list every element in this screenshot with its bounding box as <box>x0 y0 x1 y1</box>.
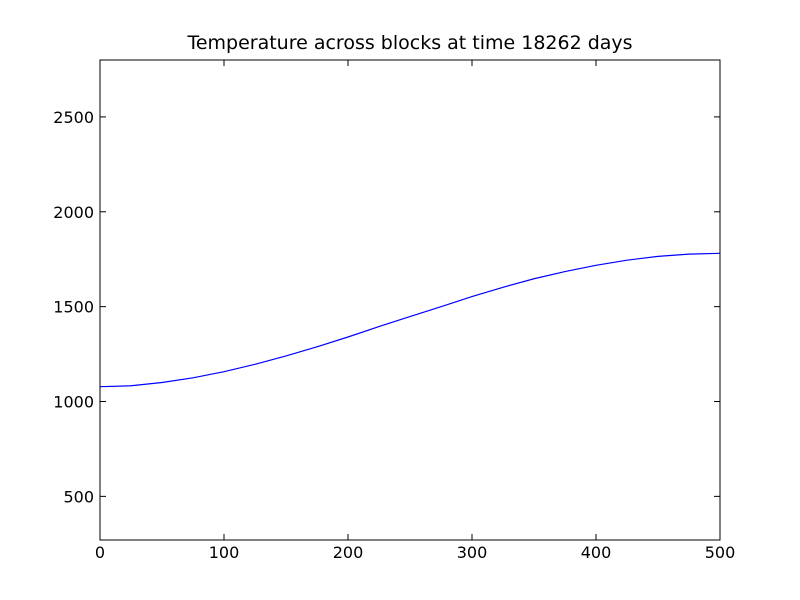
x-tick-label: 200 <box>333 543 364 562</box>
plot-area: 0 100 200 300 400 500 500 1000 1500 2000 2500 <box>53 59 736 562</box>
x-tick-label: 300 <box>457 543 488 562</box>
y-tick-label: 2000 <box>53 203 94 222</box>
plot-frame <box>99 59 721 541</box>
x-tick-label: 500 <box>705 543 736 562</box>
x-tick-label: 400 <box>581 543 612 562</box>
x-tick-label: 0 <box>95 543 105 562</box>
y-tick-label: 1500 <box>53 298 94 317</box>
x-tick-label: 100 <box>209 543 240 562</box>
chart-title: Temperature across blocks at time 18262 … <box>186 32 632 54</box>
y-tick-label: 2500 <box>53 108 94 127</box>
series-line-0 <box>99 252 721 388</box>
y-tick-label: 500 <box>63 487 94 506</box>
y-tick-label: 1000 <box>53 393 94 412</box>
